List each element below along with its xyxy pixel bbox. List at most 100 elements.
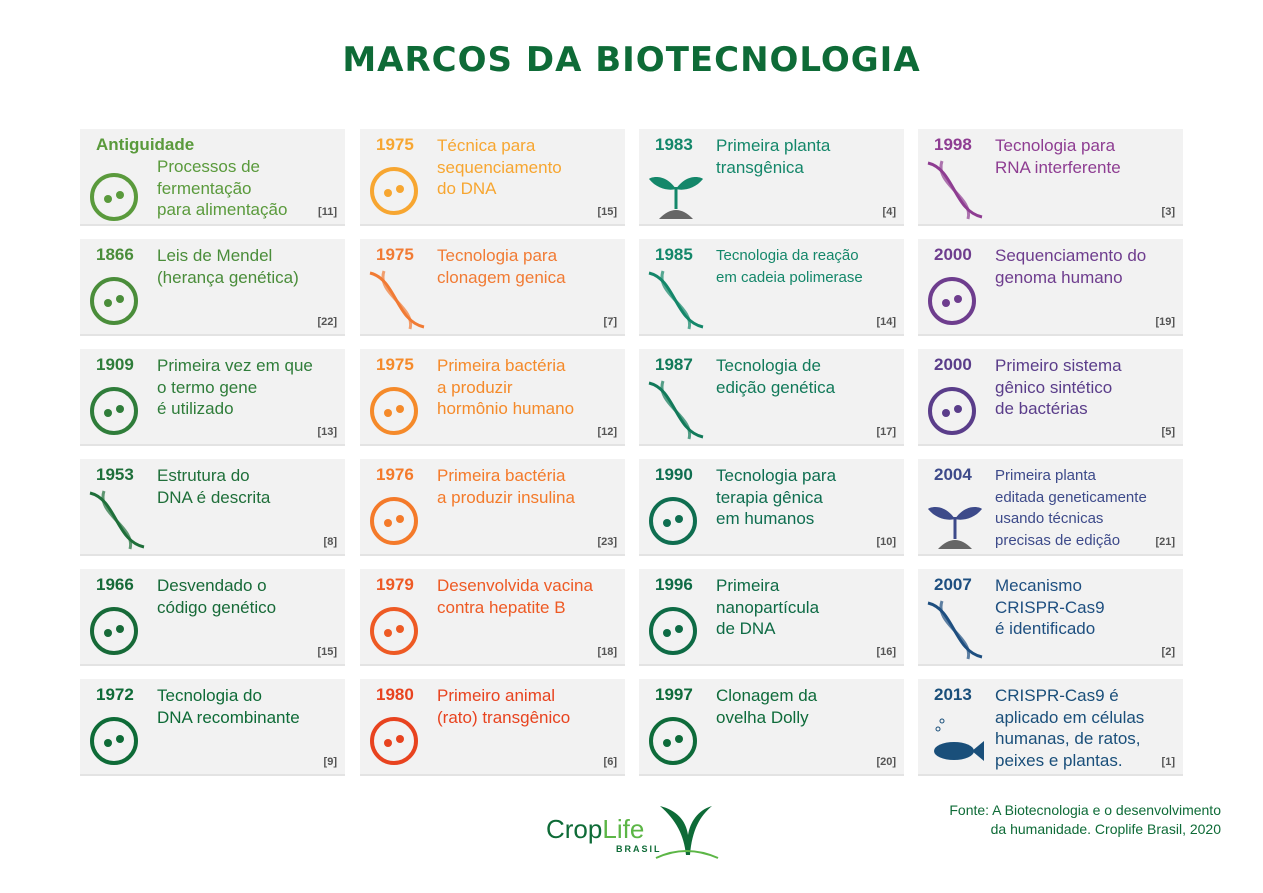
timeline-card: 2000 Primeiro sistema gênico sintético d… [918,349,1183,446]
timeline-card: 1990 Tecnologia para terapia gênica em h… [639,459,904,556]
timeline-card: 2013 CRISPR-Cas9 é aplicado em células h… [918,679,1183,776]
timeline-card: 1966 Desvendado o código genético [15] [80,569,345,666]
logo-sub: BRASIL [616,844,662,854]
timeline-card: 1985 Tecnologia da reação em cadeia poli… [639,239,904,336]
card-year: 1975 [376,355,414,374]
timeline-card: 1997 Clonagem da ovelha Dolly [20] [639,679,904,776]
card-description: Tecnologia da reação em cadeia polimeras… [716,247,863,286]
card-description: Tecnologia do DNA recombinante [157,686,300,727]
card-reference: [22] [317,316,337,328]
card-year: 1996 [655,575,693,594]
card-description: Tecnologia para RNA interferente [995,136,1121,177]
card-description: Clonagem da ovelha Dolly [716,686,818,727]
card-reference: [12] [597,426,617,438]
sprout-icon [645,159,707,221]
card-year: 1866 [96,245,134,264]
timeline-card: 1979 Desenvolvida vacina contra hepatite… [360,569,625,666]
syringe-icon [366,599,428,661]
card-year: 2004 [934,465,972,484]
card-reference: [10] [876,536,896,548]
card-year: 1987 [655,355,693,374]
timeline-card: 1980 Primeiro animal (rato) transgênico … [360,679,625,776]
card-year: 1975 [376,135,414,154]
card-year: 1909 [96,355,134,374]
crispr-dna-icon [924,599,986,661]
bacteria-hormone-icon [366,379,428,441]
pea-pod-icon [86,269,148,331]
card-reference: [23] [597,536,617,548]
card-reference: [8] [323,536,337,548]
card-description: Tecnologia de edição genética [716,356,836,397]
card-reference: [11] [318,206,337,218]
sprout-logo-icon [655,806,719,859]
document-icon [86,379,148,441]
rna-dna-icon [924,159,986,221]
card-reference: [7] [603,316,617,328]
timeline-card: 2000 Sequenciamento do genoma humano [19… [918,239,1183,336]
card-description: Tecnologia para terapia gênica em humano… [716,466,837,528]
timeline-card: 1983 Primeira planta transgênica [4] [639,129,904,226]
card-year: 1980 [376,685,414,704]
genetic-code-icon [86,599,148,661]
timeline-card: 2007 Mecanismo CRISPR-Cas9 é identificad… [918,569,1183,666]
rat-icon [366,709,428,771]
card-year: 2013 [934,685,972,704]
nanoparticle-icon [645,599,707,661]
card-year: 1985 [655,245,693,264]
croplife-logo: CropLife BRASIL [546,800,726,860]
card-description: Primeira nanopartícula de DNA [716,576,820,638]
card-description: Leis de Mendel (herança genética) [157,246,299,287]
card-description: Desenvolvida vacina contra hepatite B [437,576,593,617]
card-year: 1953 [96,465,134,484]
bacteria-insulin-icon [366,489,428,551]
source-citation: Fonte: A Biotecnologia e o desenvolvimen… [949,802,1221,837]
card-reference: [1] [1161,756,1175,768]
card-year: 1983 [655,135,693,154]
card-year: 2007 [934,575,972,594]
card-year: 2000 [934,245,972,264]
card-description: Primeira bactéria a produzir insulina [437,466,575,507]
card-year: 1997 [655,685,693,704]
sequencing-peaks-icon [366,159,428,221]
page-title: MARCOS DA BIOTECNOLOGIA [342,40,921,80]
card-reference: [3] [1161,206,1175,218]
card-reference: [17] [876,426,896,438]
timeline-card: 1987 Tecnologia de edição genética [17] [639,349,904,446]
timeline-card: 1953 Estrutura do DNA é descrita [8] [80,459,345,556]
timeline-card: 1972 Tecnologia do DNA recombinante [9] [80,679,345,776]
card-description: Primeira planta editada geneticamente us… [995,467,1147,549]
card-reference: [16] [876,646,896,658]
card-description: Processos de fermentação para alimentaçã… [157,157,288,219]
card-reference: [5] [1161,426,1175,438]
synthetic-bacteria-icon [924,379,986,441]
timeline-card: 1976 Primeira bactéria a produzir insuli… [360,459,625,556]
card-description: Técnica para sequenciamento do DNA [437,136,562,198]
card-description: Mecanismo CRISPR-Cas9 é identificado [995,576,1105,638]
card-reference: [15] [317,646,337,658]
fermentation-bowl-icon [86,165,148,227]
timeline-card: 2004 Primeira planta editada geneticamen… [918,459,1183,556]
card-year: 1998 [934,135,972,154]
dna-icon [86,489,148,551]
card-reference: [13] [317,426,337,438]
card-reference: [21] [1155,536,1175,548]
timeline-card: 1975 Técnica para sequenciamento do DNA … [360,129,625,226]
card-year: 1979 [376,575,414,594]
card-description: Primeiro animal (rato) transgênico [437,686,571,727]
card-description: Primeira vez em que o termo gene é utili… [157,356,313,418]
timeline-card: 1975 Tecnologia para clonagem genica [7] [360,239,625,336]
card-year: 1972 [96,685,134,704]
sheep-icon [645,709,707,771]
card-year: 1975 [376,245,414,264]
card-description: Sequenciamento do genoma humano [995,246,1147,287]
dna-editing-icon [645,379,707,441]
card-year: Antiguidade [96,135,195,154]
gene-therapy-icon [645,489,707,551]
dna-cloning-icon [366,269,428,331]
card-reference: [20] [876,756,896,768]
card-reference: [18] [597,646,617,658]
card-year: 1976 [376,465,414,484]
fish-icon [924,709,986,771]
card-description: Primeiro sistema gênico sintético de bac… [995,356,1122,418]
card-description: Desvendado o código genético [157,576,277,617]
